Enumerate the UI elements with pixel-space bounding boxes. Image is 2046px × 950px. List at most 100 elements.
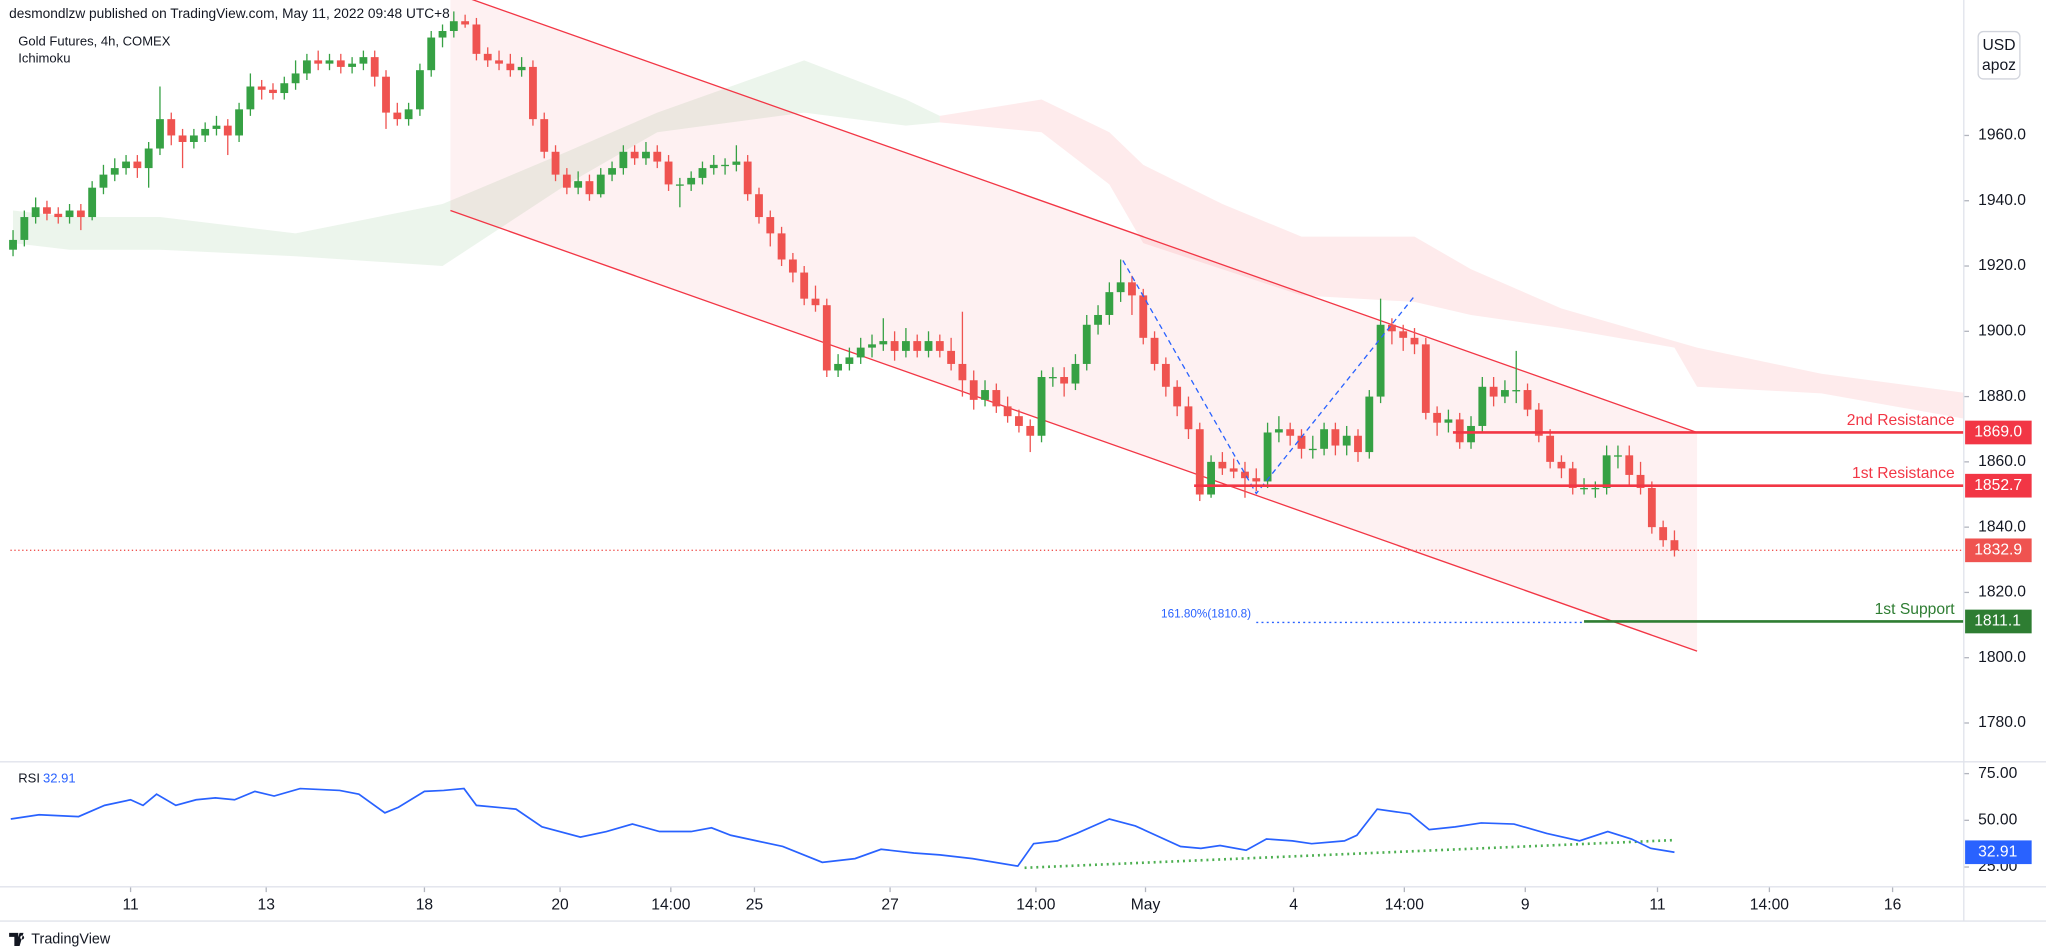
x-tick-label: 18 bbox=[416, 896, 434, 913]
candle-body bbox=[608, 168, 616, 175]
candle-body bbox=[1320, 429, 1329, 449]
candle-body bbox=[788, 259, 797, 273]
candle-body bbox=[1252, 478, 1261, 482]
candle-body bbox=[743, 161, 752, 195]
channel-upper bbox=[471, 0, 1698, 434]
candle-body bbox=[642, 151, 650, 159]
candle-body bbox=[664, 161, 673, 185]
candle-body bbox=[110, 168, 119, 175]
candle-body bbox=[1274, 429, 1283, 433]
candle-body bbox=[1026, 425, 1035, 436]
x-tick-label: 20 bbox=[551, 896, 569, 913]
x-tick-label: 14:00 bbox=[651, 896, 690, 913]
rsi-y-tick-label: 75.00 bbox=[1978, 765, 2017, 782]
ichimoku-cloud bbox=[939, 99, 1964, 419]
candle-body bbox=[1602, 455, 1611, 488]
candle-body bbox=[483, 53, 492, 61]
y-tick-label: 1960.0 bbox=[1978, 127, 2026, 144]
candle-body bbox=[438, 31, 447, 38]
candle-body bbox=[630, 151, 639, 159]
candle-body bbox=[924, 341, 933, 351]
rsi-pane bbox=[10, 787, 1675, 870]
candle-body bbox=[935, 341, 944, 351]
candle-body bbox=[653, 151, 662, 162]
candle-body bbox=[1568, 468, 1577, 488]
candle-body bbox=[31, 207, 40, 218]
candle-body bbox=[1387, 324, 1396, 332]
candle-body bbox=[1003, 406, 1012, 417]
candle-body bbox=[156, 119, 164, 149]
candle-body bbox=[1286, 429, 1295, 436]
candle-body bbox=[212, 125, 221, 129]
candle-body bbox=[43, 207, 51, 214]
candle-body bbox=[1015, 416, 1023, 426]
x-tick-label: 14:00 bbox=[1016, 896, 1055, 913]
candle-body bbox=[879, 341, 888, 345]
y-tick-label: 1840.0 bbox=[1978, 518, 2026, 535]
candle-body bbox=[302, 60, 311, 74]
candle-body bbox=[393, 112, 402, 120]
candle-body bbox=[1557, 461, 1566, 469]
candle-body bbox=[822, 305, 831, 371]
candle-body bbox=[269, 89, 277, 94]
candle-body bbox=[992, 390, 1001, 407]
candle-body bbox=[449, 21, 458, 32]
candle-body bbox=[1354, 435, 1362, 453]
y-tick-label: 1800.0 bbox=[1978, 649, 2026, 666]
candle-body bbox=[1647, 487, 1656, 528]
logo bbox=[9, 932, 25, 947]
candle-body bbox=[495, 60, 503, 64]
candle-body bbox=[800, 272, 809, 299]
candle-body bbox=[1331, 429, 1340, 446]
candle-body bbox=[675, 184, 684, 186]
currency-box[interactable] bbox=[1977, 30, 2021, 80]
candle-body bbox=[1591, 487, 1600, 490]
candle-body bbox=[246, 86, 255, 110]
x-tick-label: 16 bbox=[1884, 896, 1902, 913]
y-tick-label: 1780.0 bbox=[1978, 714, 2026, 731]
x-tick-label: 27 bbox=[881, 896, 898, 913]
candle-body bbox=[540, 119, 549, 152]
candle-body bbox=[122, 161, 130, 169]
candle-body bbox=[1410, 337, 1419, 345]
candle-body bbox=[958, 363, 967, 381]
candle-body bbox=[1478, 386, 1487, 426]
byline: desmondlzw published on TradingView.com,… bbox=[9, 6, 450, 21]
last-price-box bbox=[1965, 538, 2032, 563]
candle-body bbox=[1546, 435, 1555, 462]
candle-body bbox=[461, 21, 470, 25]
candle-body bbox=[947, 350, 956, 364]
candle-body bbox=[9, 239, 17, 250]
candle-body bbox=[1297, 435, 1306, 449]
candle-body bbox=[1342, 435, 1351, 446]
candle-body bbox=[235, 109, 243, 136]
candle-body bbox=[562, 174, 571, 188]
rsi-y-tick-label: 50.00 bbox=[1978, 811, 2017, 828]
candle-body bbox=[1195, 429, 1204, 495]
candle-body bbox=[167, 119, 176, 136]
level-price-label: 1852.7 bbox=[1974, 477, 2022, 494]
candle-body bbox=[1150, 337, 1159, 364]
candle-body bbox=[1489, 386, 1498, 397]
candle-body bbox=[1263, 432, 1272, 482]
candle-body bbox=[348, 63, 357, 67]
candle-body bbox=[619, 151, 628, 169]
y-tick-label: 1880.0 bbox=[1978, 388, 2026, 405]
candle-body bbox=[1060, 376, 1069, 384]
level-name: 1st Support bbox=[1875, 601, 1956, 618]
candle-body bbox=[1037, 376, 1046, 436]
y-tick-label: 1860.0 bbox=[1978, 453, 2026, 470]
candle-body bbox=[574, 181, 583, 188]
candle-body bbox=[133, 161, 142, 169]
candle-body bbox=[1161, 363, 1170, 387]
candle-body bbox=[1116, 282, 1125, 293]
candle-body bbox=[1229, 468, 1238, 472]
candle-body bbox=[427, 37, 436, 71]
candle-body bbox=[1241, 471, 1249, 479]
candle-body bbox=[856, 347, 865, 358]
candle-body bbox=[1501, 390, 1509, 397]
candle-body bbox=[54, 213, 63, 218]
candle-body bbox=[868, 344, 876, 348]
candle-body bbox=[201, 128, 210, 136]
